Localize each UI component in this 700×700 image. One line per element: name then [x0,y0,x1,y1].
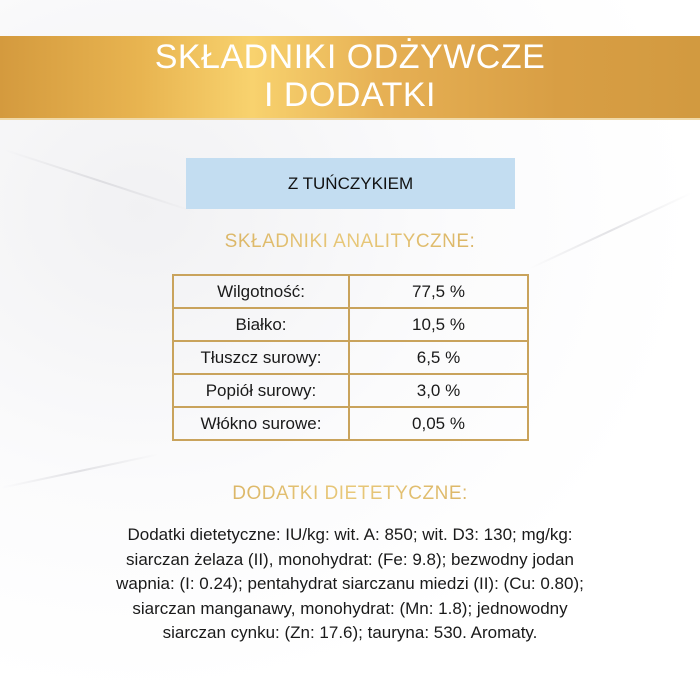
title-line-1: SKŁADNIKI ODŻYWCZE [154,38,546,76]
nutrient-name: Włókno surowe: [172,406,350,441]
additives-line: siarczan manganawy, monohydrat: (Mn: 1.8… [132,598,568,618]
additives-line: Dodatki dietetyczne: IU/kg: wit. A: 850;… [127,525,573,544]
nutrient-name: Popiół surowy: [172,373,350,408]
table-row: Popiół surowy: 3,0 % [172,373,529,408]
nutrient-value: 6,5 % [348,340,529,375]
title-banner [0,36,700,120]
analytical-table: Wilgotność: 77,5 % Białko: 10,5 % Tłuszcz su… [172,274,529,441]
table-row: Białko: 10,5 % [172,307,529,342]
additives-line: siarczan cynku: (Zn: 17.6); tauryna: 530… [162,623,538,642]
page-title: SKŁADNIKI ODŻYWCZE I DODATKI [0,38,700,114]
nutrient-name: Tłuszcz surowy: [172,340,350,375]
additives-line: siarczan żelaza (II), monohydrat: (Fe: 9… [126,549,574,569]
nutrient-value: 3,0 % [348,373,529,408]
table-row: Wilgotność: 77,5 % [172,274,529,309]
marble-vein [4,149,196,213]
table-row: Włókno surowe: 0,05 % [172,406,529,441]
variant-label: Z TUŃCZYKIEM [186,158,515,209]
title-line-2: I DODATKI [264,76,436,114]
nutrient-value: 0,05 % [348,406,529,441]
additives-title: DODATKI DIETETYCZNE: [0,483,700,505]
table-row: Tłuszcz surowy: 6,5 % [172,340,529,375]
nutrient-name: Wilgotność: [172,274,350,309]
additives-line: wapnia: (I: 0.24); pentahydrat siarczanu… [116,574,584,593]
nutrient-value: 10,5 % [348,307,529,342]
analytical-title: SKŁADNIKI ANALITYCZNE: [0,231,700,253]
additives-text: Dodatki dietetyczne: IU/kg: wit. A: 850;… [40,523,660,646]
variant-text: Z TUŃCZYKIEM [287,173,414,193]
nutrient-value: 77,5 % [348,274,529,309]
nutrient-name: Białko: [172,307,350,342]
